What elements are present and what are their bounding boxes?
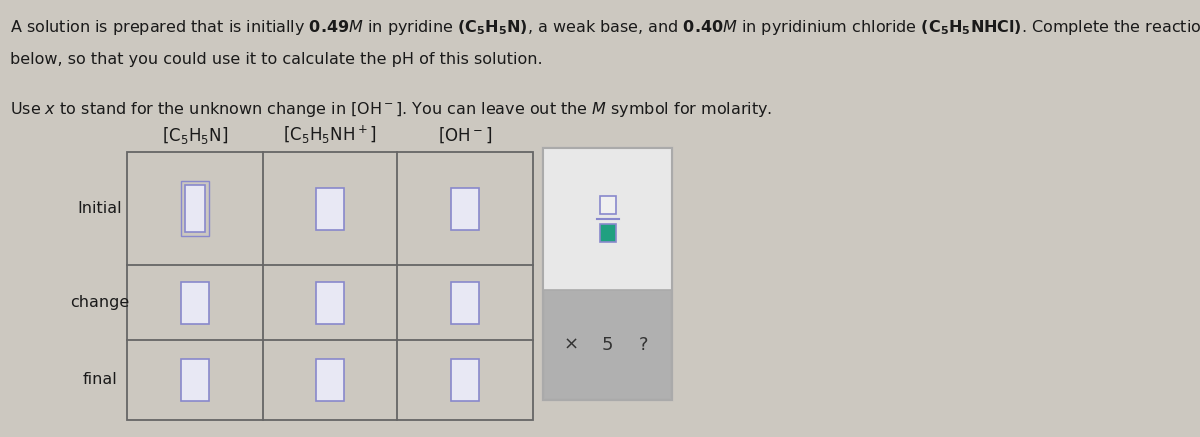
Bar — [542, 148, 672, 290]
Bar — [316, 281, 344, 323]
Text: Initial: Initial — [78, 201, 122, 216]
Bar — [181, 359, 209, 401]
Bar — [600, 196, 616, 214]
Bar — [181, 181, 209, 236]
Text: Use $\mathit{x}$ to stand for the unknown change in $\left[\mathrm{OH}^-\right]$: Use $\mathit{x}$ to stand for the unknow… — [10, 100, 773, 119]
Bar — [181, 281, 209, 323]
Text: $\left[\mathrm{OH^-}\right]$: $\left[\mathrm{OH^-}\right]$ — [438, 125, 492, 145]
Text: ×: × — [564, 336, 578, 354]
Text: $\left[\mathrm{C_5H_5NH^+}\right]$: $\left[\mathrm{C_5H_5NH^+}\right]$ — [283, 124, 377, 146]
Text: ?: ? — [638, 336, 648, 354]
Bar — [185, 185, 205, 232]
Bar — [451, 359, 479, 401]
Text: 5: 5 — [601, 336, 613, 354]
Text: final: final — [83, 372, 118, 388]
Bar — [600, 224, 616, 242]
Bar — [542, 148, 672, 400]
Bar — [451, 187, 479, 229]
Bar — [316, 187, 344, 229]
Text: below, so that you could use it to calculate the pH of this solution.: below, so that you could use it to calcu… — [10, 52, 542, 67]
Bar — [542, 148, 672, 400]
Text: change: change — [71, 295, 130, 310]
Bar — [316, 359, 344, 401]
Bar — [127, 152, 533, 420]
Text: $\left[\mathrm{C_5H_5N}\right]$: $\left[\mathrm{C_5H_5N}\right]$ — [162, 125, 228, 146]
Bar — [451, 281, 479, 323]
Text: A solution is prepared that is initially $\mathbf{0.49}$$\mathit{M}$ in pyridine: A solution is prepared that is initially… — [10, 18, 1200, 37]
